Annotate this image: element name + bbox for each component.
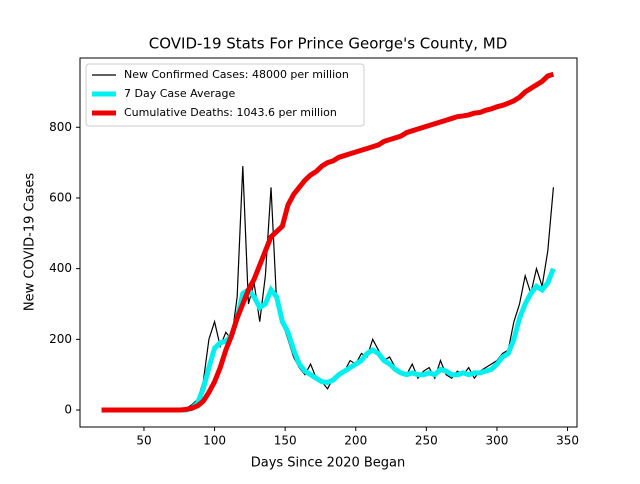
legend-box <box>85 63 365 127</box>
y-tick-label: 600 <box>49 190 72 204</box>
x-tick-label: 50 <box>136 434 151 448</box>
y-tick-label: 0 <box>64 403 72 417</box>
chart-title: COVID-19 Stats For Prince George's Count… <box>149 35 508 53</box>
x-tick-label: 250 <box>415 434 438 448</box>
legend-label: Cumulative Deaths: 1043.6 per million <box>124 106 337 119</box>
legend-label: New Confirmed Cases: 48000 per million <box>124 68 349 81</box>
plot-frame <box>79 57 578 428</box>
x-tick-label: 150 <box>274 434 297 448</box>
y-tick-label: 800 <box>49 120 72 134</box>
series-line <box>101 71 555 413</box>
legend-label: 7 Day Case Average <box>124 87 236 100</box>
y-axis-label: New COVID-19 Cases <box>23 173 38 311</box>
y-tick-label: 400 <box>49 261 72 275</box>
x-axis-label: Days Since 2020 Began <box>251 456 406 471</box>
x-tick-label: 200 <box>344 434 367 448</box>
y-tick-label: 200 <box>49 332 72 346</box>
x-tick-label: 100 <box>203 434 226 448</box>
x-tick-label: 300 <box>485 434 508 448</box>
x-tick-label: 350 <box>556 434 579 448</box>
